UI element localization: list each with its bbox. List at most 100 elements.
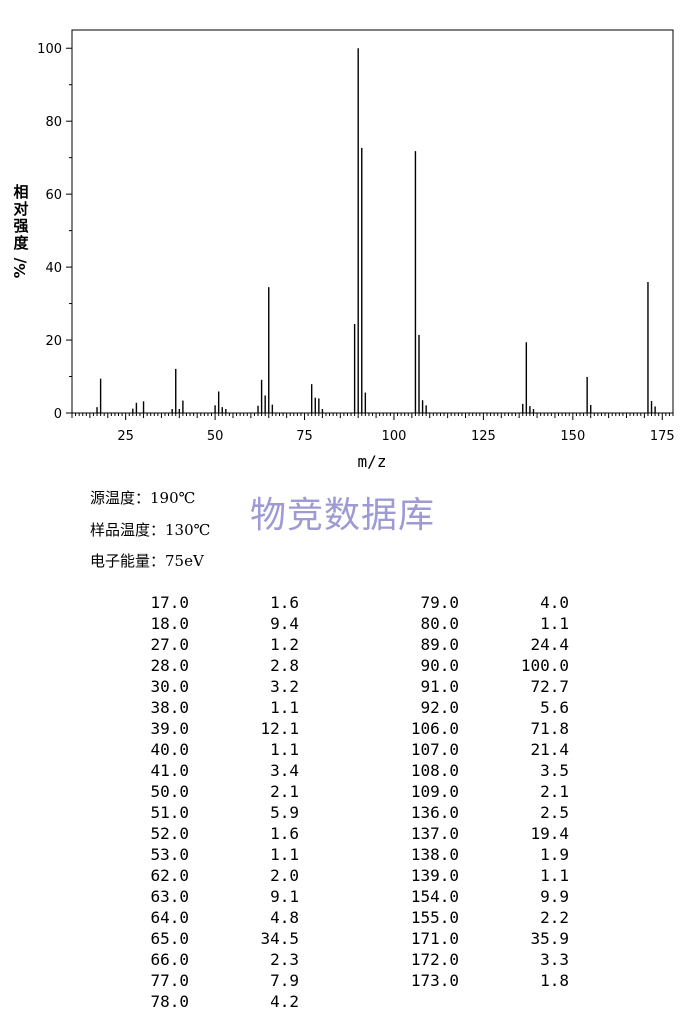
- mz-value: 28.0: [150, 656, 189, 675]
- mz-value: 173.0: [410, 971, 459, 990]
- mz-value: 108.0: [410, 761, 459, 780]
- mz-value: 62.0: [150, 866, 189, 885]
- mz-value: 79.0: [420, 593, 459, 612]
- y-axis: 0 20 40 60 80 100: [37, 42, 72, 422]
- mz-value: 107.0: [410, 740, 459, 759]
- x-axis-title: m/z: [358, 452, 387, 471]
- x-tick-label: 75: [296, 429, 313, 444]
- intensity-value: 4.8: [270, 908, 299, 927]
- mz-value: 17.0: [150, 593, 189, 612]
- x-tick-label: 175: [650, 429, 675, 444]
- mz-value: 78.0: [150, 992, 189, 1011]
- mz-value: 53.0: [150, 845, 189, 864]
- x-tick-label: 150: [560, 429, 585, 444]
- mz-value: 137.0: [410, 824, 459, 843]
- mz-value: 30.0: [150, 677, 189, 696]
- y-tick-label: 80: [45, 115, 62, 130]
- intensity-value: 35.9: [530, 929, 569, 948]
- y-tick-label: 40: [45, 261, 62, 276]
- intensity-value: 3.2: [270, 677, 299, 696]
- mz-value: 89.0: [420, 635, 459, 654]
- mz-value: 27.0: [150, 635, 189, 654]
- intensity-value: 3.4: [270, 761, 299, 780]
- intensity-value: 1.1: [270, 740, 299, 759]
- intensity-value: 1.1: [270, 845, 299, 864]
- intensity-value: 1.6: [270, 593, 299, 612]
- mass-spectrum-chart: 0 20 40 60 80 100 25 50 75 100 125 150 175 m/z 相对强度…: [11, 29, 675, 471]
- condition-electron-energy: 电子能量：75eV: [90, 552, 204, 570]
- condition-sample-temp: 样品温度：130℃: [90, 521, 211, 539]
- y-tick-label: 20: [45, 334, 62, 349]
- intensity-value: 1.1: [540, 866, 569, 885]
- mz-value: 106.0: [410, 719, 459, 738]
- mz-value: 138.0: [410, 845, 459, 864]
- intensity-value: 5.9: [270, 803, 299, 822]
- mz-value: 136.0: [410, 803, 459, 822]
- intensity-value: 9.9: [540, 887, 569, 906]
- mz-value: 52.0: [150, 824, 189, 843]
- mz-value: 172.0: [410, 950, 459, 969]
- x-tick-label: 25: [117, 429, 134, 444]
- plot-frame: [71, 29, 674, 414]
- intensity-value: 4.2: [270, 992, 299, 1011]
- x-tick-label: 125: [471, 429, 496, 444]
- mz-value: 139.0: [410, 866, 459, 885]
- intensity-value: 71.8: [530, 719, 569, 738]
- intensity-value: 1.8: [540, 971, 569, 990]
- mz-value: 77.0: [150, 971, 189, 990]
- intensity-value: 2.1: [540, 782, 569, 801]
- y-tick-label: 100: [37, 42, 62, 57]
- intensity-value: 2.3: [270, 950, 299, 969]
- mz-value: 90.0: [420, 656, 459, 675]
- mz-value: 38.0: [150, 698, 189, 717]
- intensity-value: 2.5: [540, 803, 569, 822]
- intensity-value: 1.9: [540, 845, 569, 864]
- mz-value: 39.0: [150, 719, 189, 738]
- intensity-value: 9.4: [270, 614, 299, 633]
- mz-value: 65.0: [150, 929, 189, 948]
- x-axis: 25 50 75 100 125 150 175: [71, 413, 675, 444]
- intensity-value: 3.3: [540, 950, 569, 969]
- y-axis-title-char: 相: [13, 183, 28, 201]
- intensity-value: 2.2: [540, 908, 569, 927]
- mz-value: 41.0: [150, 761, 189, 780]
- mz-value: 171.0: [410, 929, 459, 948]
- intensity-value: 2.8: [270, 656, 299, 675]
- x-tick-label: 50: [207, 429, 224, 444]
- intensity-value: 5.6: [540, 698, 569, 717]
- intensity-value: 12.1: [260, 719, 299, 738]
- intensity-value: 24.4: [530, 635, 569, 654]
- intensity-value: 9.1: [270, 887, 299, 906]
- y-axis-title-char: 度: [13, 234, 29, 252]
- mz-value: 91.0: [420, 677, 459, 696]
- mz-value: 66.0: [150, 950, 189, 969]
- y-tick-label: 0: [54, 407, 62, 422]
- intensity-value: 21.4: [530, 740, 569, 759]
- y-axis-title-char: %/: [11, 257, 29, 278]
- intensity-value: 2.0: [270, 866, 299, 885]
- mz-value: 51.0: [150, 803, 189, 822]
- y-axis-title-char: 强: [13, 217, 28, 235]
- mz-value: 18.0: [150, 614, 189, 633]
- mz-value: 154.0: [410, 887, 459, 906]
- mz-value: 155.0: [410, 908, 459, 927]
- x-tick-label: 100: [382, 429, 407, 444]
- intensity-value: 1.1: [270, 698, 299, 717]
- intensity-value: 1.6: [270, 824, 299, 843]
- intensity-value: 1.2: [270, 635, 299, 654]
- y-axis-title-char: 对: [13, 200, 28, 218]
- intensity-value: 4.0: [540, 593, 569, 612]
- peak-bars: [96, 48, 656, 413]
- intensity-value: 34.5: [260, 929, 299, 948]
- mz-value: 92.0: [420, 698, 459, 717]
- mz-value: 50.0: [150, 782, 189, 801]
- intensity-value: 3.5: [540, 761, 569, 780]
- y-tick-label: 60: [45, 188, 62, 203]
- intensity-value: 72.7: [530, 677, 569, 696]
- mz-value: 109.0: [410, 782, 459, 801]
- intensity-value: 2.1: [270, 782, 299, 801]
- condition-source-temp: 源温度：190℃: [90, 489, 196, 507]
- intensity-value: 19.4: [530, 824, 569, 843]
- mz-value: 40.0: [150, 740, 189, 759]
